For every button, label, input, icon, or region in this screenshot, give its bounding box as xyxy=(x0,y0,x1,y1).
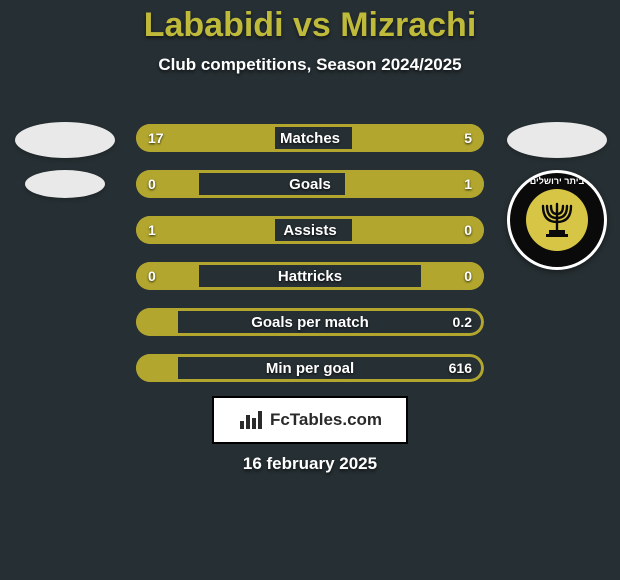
comparison-infographic: Lababidi vs Mizrachi Club competitions, … xyxy=(0,0,620,580)
stat-label: Goals per match xyxy=(136,308,484,336)
stat-value-left xyxy=(136,308,160,336)
stat-label: Assists xyxy=(136,216,484,244)
stat-value-left: 0 xyxy=(136,262,168,290)
stat-row: Goals per match0.2 xyxy=(136,308,484,336)
bar-chart-icon xyxy=(238,409,264,431)
stat-value-right: 1 xyxy=(452,170,484,198)
fctables-watermark: FcTables.com xyxy=(212,396,408,444)
stat-value-left: 0 xyxy=(136,170,168,198)
left-player-badges xyxy=(10,118,120,210)
club-placeholder-icon xyxy=(25,170,105,198)
stat-value-right: 0.2 xyxy=(441,308,484,336)
stat-value-right: 5 xyxy=(452,124,484,152)
stat-bars: Matches175Goals01Assists10Hattricks00Goa… xyxy=(136,124,484,382)
club-badge-inner xyxy=(526,189,588,251)
stat-value-right: 0 xyxy=(452,216,484,244)
stat-value-left: 17 xyxy=(136,124,176,152)
club-badge: ביתר ירושלים xyxy=(507,170,607,270)
right-player-badges: ביתר ירושלים xyxy=(502,118,612,270)
stat-value-right: 616 xyxy=(437,354,484,382)
fctables-text: FcTables.com xyxy=(270,410,382,430)
subtitle: Club competitions, Season 2024/2025 xyxy=(0,55,620,75)
stat-value-left: 1 xyxy=(136,216,168,244)
menorah-icon xyxy=(537,200,577,240)
stat-label: Matches xyxy=(136,124,484,152)
stat-label: Hattricks xyxy=(136,262,484,290)
date-text: 16 february 2025 xyxy=(0,454,620,474)
stat-value-right: 0 xyxy=(452,262,484,290)
stat-row: Matches17 5 xyxy=(136,124,484,152)
player-placeholder-icon xyxy=(507,122,607,158)
stat-label: Min per goal xyxy=(136,354,484,382)
stat-label: Goals xyxy=(136,170,484,198)
stat-value-left xyxy=(136,354,160,382)
stat-row: Goals0 1 xyxy=(136,170,484,198)
stat-row: Min per goal616 xyxy=(136,354,484,382)
club-badge-text: ביתר ירושלים xyxy=(510,176,604,186)
stat-row: Assists1 0 xyxy=(136,216,484,244)
stat-row: Hattricks0 0 xyxy=(136,262,484,290)
page-title: Lababidi vs Mizrachi xyxy=(0,0,620,45)
player-placeholder-icon xyxy=(15,122,115,158)
